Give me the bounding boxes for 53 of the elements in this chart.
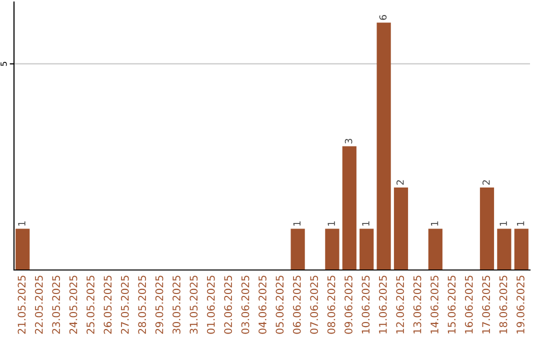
x-tick-label: 15.06.2025 (448, 276, 456, 334)
bar (514, 228, 528, 270)
bar (325, 228, 340, 270)
data-label: 2 (396, 180, 404, 185)
y-tick-label: 5 (0, 62, 7, 66)
x-tick-label: 29.05.2025 (155, 276, 164, 334)
x-tick-label: 24.05.2025 (69, 276, 78, 334)
x-tick-label: 27.05.2025 (120, 276, 129, 334)
x-tick-label: 08.06.2025 (327, 276, 336, 334)
bar (376, 22, 391, 270)
x-tick-label: 10.06.2025 (362, 276, 370, 334)
data-label: 1 (500, 221, 507, 226)
x-tick-label: 09.06.2025 (344, 276, 352, 334)
x-tick-label: 14.06.2025 (430, 276, 438, 334)
bar (360, 228, 374, 270)
bar (428, 228, 442, 270)
bar (480, 188, 494, 270)
x-tick-label: 22.05.2025 (34, 276, 43, 334)
x-tick-label: 30.05.2025 (172, 276, 180, 334)
bar (497, 228, 512, 270)
x-tick-label: 11.06.2025 (378, 276, 387, 334)
data-label: 1 (430, 221, 438, 226)
data-label: 1 (328, 221, 335, 226)
x-tick-label: 21.05.2025 (18, 276, 26, 334)
x-tick-label: 28.05.2025 (138, 276, 146, 334)
bar (290, 228, 305, 270)
data-label: 1 (362, 221, 370, 226)
bar (16, 228, 30, 270)
x-tick-label: 23.05.2025 (52, 276, 60, 334)
data-label: 6 (379, 14, 387, 20)
x-tick-label: 25.05.2025 (86, 276, 94, 334)
x-tick-label: 07.06.2025 (310, 276, 318, 334)
bar (342, 146, 356, 270)
x-tick-label: 05.06.2025 (276, 276, 284, 334)
x-tick-label: 01.06.2025 (206, 276, 215, 334)
x-tick-label: 26.05.2025 (104, 276, 112, 334)
x-tick-label: 04.06.2025 (258, 276, 266, 334)
x-tick-label: 03.06.2025 (241, 276, 250, 334)
data-label: 3 (344, 138, 352, 144)
x-tick-label: 06.06.2025 (292, 276, 301, 334)
x-tick-label: 13.06.2025 (413, 276, 422, 334)
bar (394, 188, 408, 270)
data-label: 1 (293, 221, 300, 226)
data-label: 1 (18, 221, 26, 226)
x-tick-label: 19.06.2025 (516, 276, 524, 334)
x-tick-label: 18.06.2025 (499, 276, 508, 334)
data-label: 2 (482, 180, 490, 185)
x-tick-label: 17.06.2025 (482, 276, 490, 334)
x-tick-label: 31.05.2025 (190, 276, 198, 334)
x-tick-label: 02.06.2025 (224, 276, 232, 334)
x-tick-label: 16.06.2025 (464, 276, 473, 334)
data-label: 1 (516, 221, 524, 226)
x-tick-label: 12.06.2025 (396, 276, 404, 334)
